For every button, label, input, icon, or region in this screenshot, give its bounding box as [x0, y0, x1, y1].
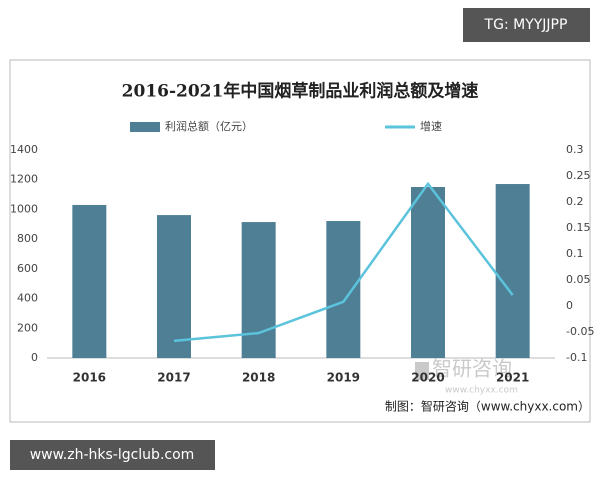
line	[173, 181, 514, 343]
legend-label: 增速	[420, 119, 442, 133]
x-tick-label: 2020	[411, 371, 444, 385]
x-tick-label: 2018	[242, 371, 275, 385]
source: 制图：智研咨询（www.chyxx.com）	[385, 399, 590, 414]
bar	[326, 221, 361, 358]
y-tick-label: 400	[17, 292, 38, 305]
watermark-icon	[415, 362, 429, 380]
y2-tick-label: -0.05	[566, 325, 594, 338]
y2-tick-label: 0.2	[566, 195, 584, 208]
chart-frame	[9, 59, 591, 423]
x-tick-label: 2019	[327, 371, 360, 385]
bar	[157, 215, 191, 358]
y-tick-label: 600	[17, 262, 38, 275]
watermark: 智研咨询 www.chyxx.com	[415, 357, 518, 396]
y-tick-label: 0	[31, 351, 38, 364]
legend-swatch	[130, 122, 160, 132]
banner-text: TG: MYYJJPP	[484, 17, 568, 33]
x-tick-label: 2016	[73, 371, 106, 385]
watermark-url: www.chyxx.com	[445, 386, 518, 396]
y-tick-label: 200	[17, 321, 38, 334]
y2-tick-label: 0.15	[566, 221, 591, 234]
y-tick-label: 1400	[10, 143, 38, 156]
banner-box	[10, 440, 215, 470]
y2-tick-label: -0.1	[566, 351, 587, 364]
y-tick-label: 800	[17, 232, 38, 245]
banner-text: www.zh-hks-lgclub.com	[30, 447, 195, 463]
bar	[72, 204, 107, 358]
y-tick-label: 1200	[10, 173, 38, 186]
y2-tick-label: 0.25	[566, 169, 591, 182]
x-tick-label: 2021	[496, 371, 529, 385]
y2-tick-label: 0.1	[566, 247, 584, 260]
y2-tick-label: 0	[566, 299, 573, 312]
chart-title: 2016-2021年中国烟草制品业利润总额及增速	[122, 81, 479, 102]
y2-tick-label: 0.05	[566, 273, 591, 286]
legend-label: 利润总额（亿元）	[165, 119, 253, 133]
watermark-brand: 智研咨询	[432, 357, 512, 381]
y2-tick-label: 0.3	[566, 143, 584, 156]
y-tick-label: 1000	[10, 202, 38, 215]
bar	[495, 184, 530, 358]
bar	[411, 186, 445, 358]
x-tick-label: 2017	[157, 371, 190, 385]
banner-box	[463, 8, 590, 42]
bar	[241, 222, 276, 358]
